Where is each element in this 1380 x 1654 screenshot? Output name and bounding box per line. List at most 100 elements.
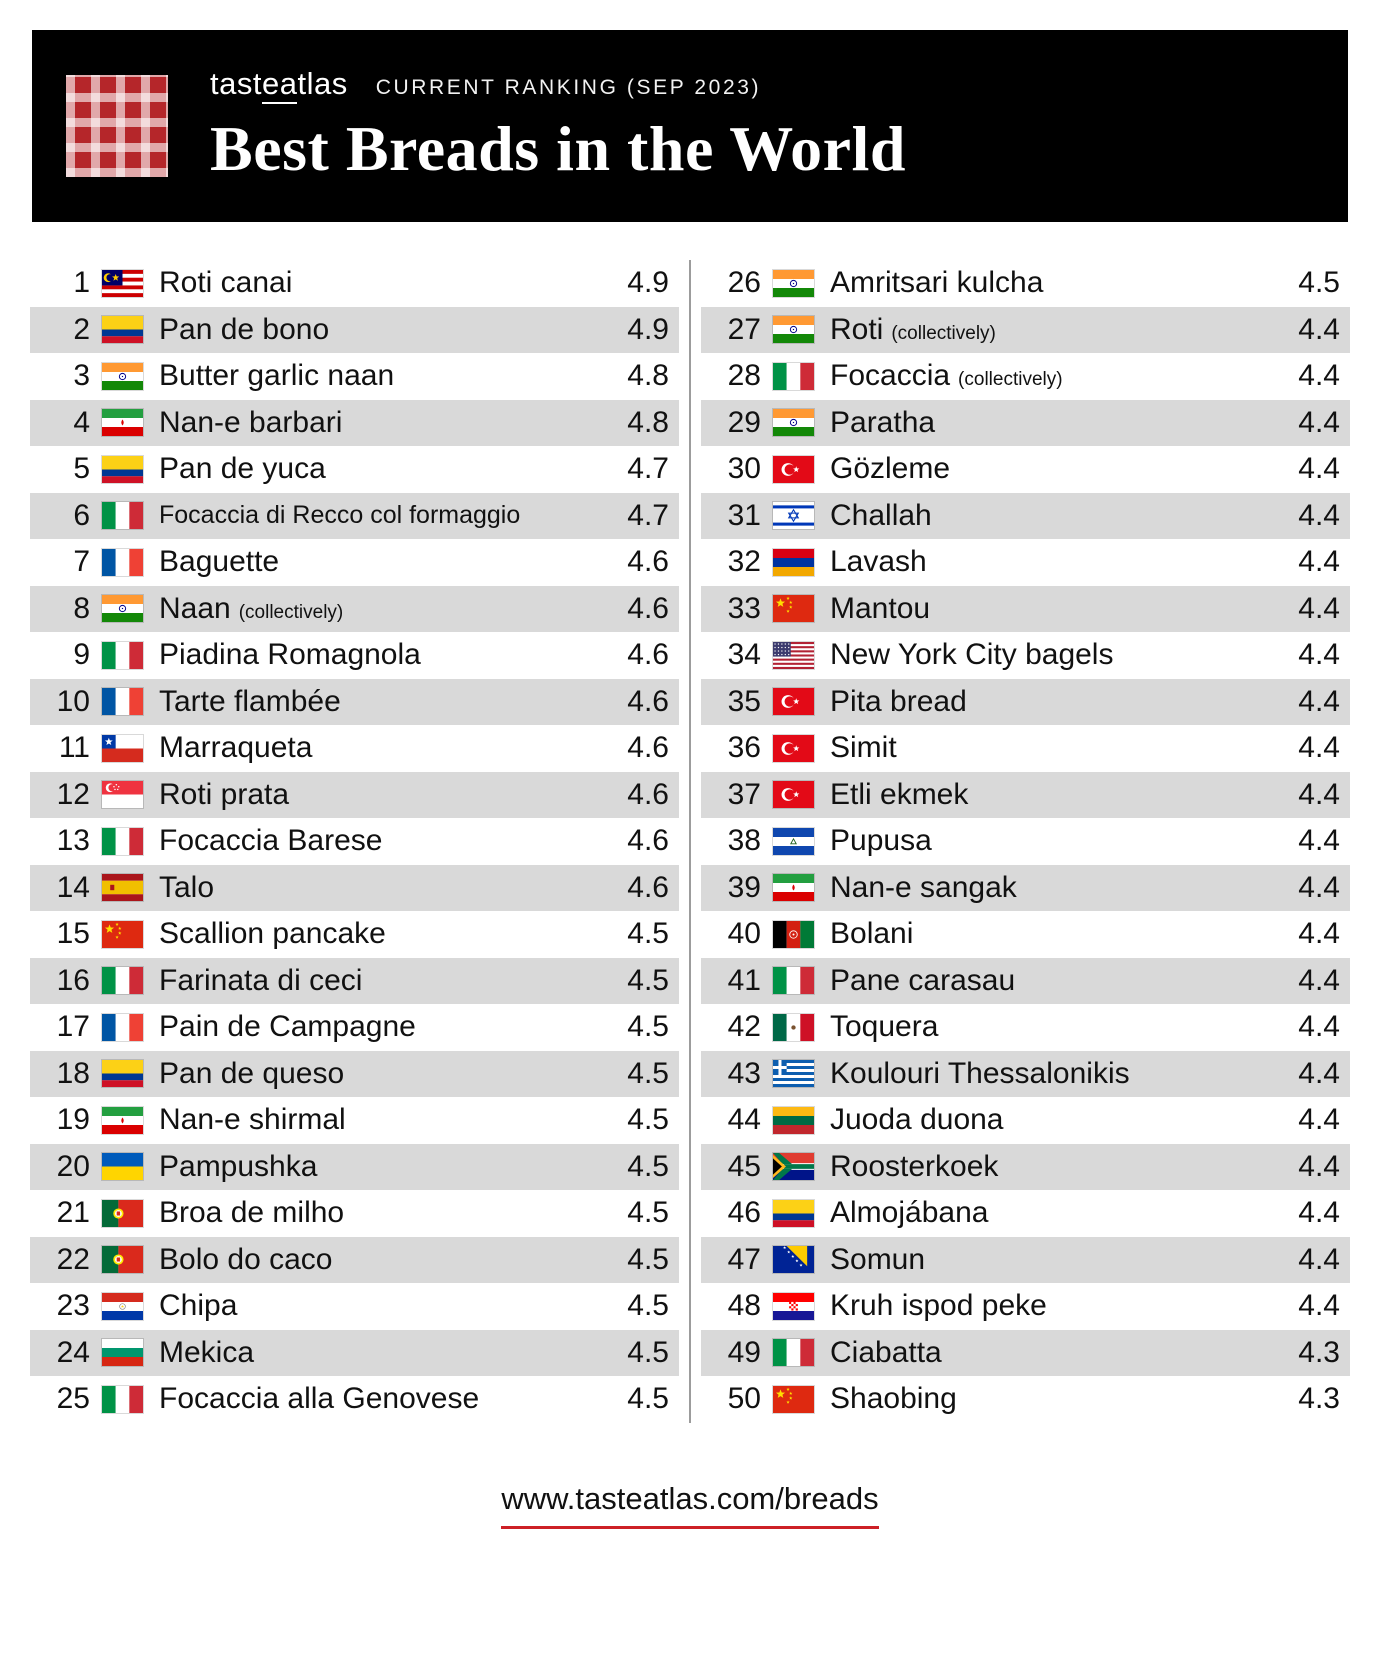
rating-value: 4.4 (1298, 1010, 1340, 1044)
bread-name-group: Shaobing (830, 1382, 1272, 1416)
rating-value: 4.4 (1298, 963, 1340, 997)
bread-name: Roti (830, 312, 884, 346)
ranking-row: 27 Roti (collectively) 4.4 (701, 306, 1350, 353)
flag-china-icon (773, 595, 814, 623)
rating-value: 4.5 (627, 1103, 669, 1137)
ranking-row: 14 Talo 4.6 (30, 864, 679, 911)
rank-number: 4 (73, 405, 90, 439)
bread-name-group: Amritsari kulcha (830, 266, 1272, 300)
rank-number: 49 (727, 1335, 761, 1369)
header-text: tasteatlas CURRENT RANKING (SEP 2023) Be… (210, 66, 906, 186)
flag-paraguay-icon (102, 1292, 143, 1320)
ranking-row: 7 Baguette 4.6 (30, 539, 679, 586)
flag-spain-icon (102, 874, 143, 902)
rank-number: 42 (727, 1010, 761, 1044)
ranking-column-right: 26 Amritsari kulcha 4.5 27 Roti (collectively… (701, 260, 1350, 1423)
rank-number: 10 (56, 684, 90, 718)
rank-number: 7 (73, 545, 90, 579)
bread-name: Roti canai (159, 266, 293, 300)
bread-name: Scallion pancake (159, 917, 386, 951)
flag-india-icon (773, 409, 814, 437)
flag-italy-icon (102, 502, 143, 530)
flag-china-icon (773, 1385, 814, 1413)
ranking-row: 19 Nan-e shirmal 4.5 (30, 1097, 679, 1144)
rank-number: 2 (73, 312, 90, 346)
rank-number: 24 (56, 1335, 90, 1369)
rank-number: 21 (56, 1196, 90, 1230)
bread-name: Paratha (830, 405, 936, 439)
flag-el_salvador-icon (773, 827, 814, 855)
tablecloth-pattern-icon (66, 75, 168, 177)
flag-turkey-icon (773, 688, 814, 716)
bread-name: Gözleme (830, 452, 951, 486)
ranking-list: 1 Roti canai 4.9 2 Pan de bono 4.9 3 Butter gar… (30, 260, 1350, 1423)
rating-value: 4.6 (627, 591, 669, 625)
ranking-row: 38 Pupusa 4.4 (701, 818, 1350, 865)
bread-name-group: Broa de milho (159, 1196, 601, 1230)
bread-name: Ciabatta (830, 1335, 942, 1369)
bread-name-group: Bolani (830, 917, 1272, 951)
ranking-row: 23 Chipa 4.5 (30, 1283, 679, 1330)
bread-name: Bolo do caco (159, 1242, 333, 1276)
rating-value: 4.4 (1298, 312, 1340, 346)
rank-number: 44 (727, 1103, 761, 1137)
ranking-row: 32 Lavash 4.4 (701, 539, 1350, 586)
bread-name: Lavash (830, 545, 927, 579)
bread-name-group: Pita bread (830, 685, 1272, 719)
rank-number: 41 (727, 963, 761, 997)
rating-value: 4.4 (1298, 638, 1340, 672)
bread-name-group: Challah (830, 499, 1272, 533)
rating-value: 4.4 (1298, 545, 1340, 579)
bread-name: Shaobing (830, 1382, 957, 1416)
rank-number: 46 (727, 1196, 761, 1230)
flag-colombia-icon (102, 316, 143, 344)
bread-name-group: Koulouri Thessalonikis (830, 1057, 1272, 1091)
page-title: Best Breads in the World (210, 113, 906, 184)
flag-bulgaria-icon (102, 1339, 143, 1367)
flag-south_africa-icon (773, 1153, 814, 1181)
ranking-row: 39 Nan-e sangak 4.4 (701, 864, 1350, 911)
rank-number: 43 (727, 1056, 761, 1090)
footer: www.tasteatlas.com/breads (0, 1481, 1380, 1529)
bread-name-group: Roosterkoek (830, 1150, 1272, 1184)
rating-value: 4.6 (627, 731, 669, 765)
rank-number: 5 (73, 452, 90, 486)
bread-name: Juoda duona (830, 1103, 1004, 1137)
flag-lithuania-icon (773, 1106, 814, 1134)
rank-number: 47 (727, 1242, 761, 1276)
bread-name-group: Naan (collectively) (159, 592, 601, 626)
rank-number: 22 (56, 1242, 90, 1276)
flag-france-icon (102, 688, 143, 716)
logo-part-post: tlas (297, 66, 348, 101)
rank-number: 12 (56, 777, 90, 811)
flag-usa-icon (773, 641, 814, 669)
bread-name-group: Nan-e sangak (830, 871, 1272, 905)
bread-name: Nan-e sangak (830, 870, 1017, 904)
flag-afghanistan-icon (773, 920, 814, 948)
rating-value: 4.6 (627, 824, 669, 858)
website-link[interactable]: www.tasteatlas.com/breads (501, 1481, 879, 1529)
bread-name: Pane carasau (830, 963, 1016, 997)
ranking-row: 3 Butter garlic naan 4.8 (30, 353, 679, 400)
flag-india-icon (102, 595, 143, 623)
bread-name: Focaccia (830, 359, 951, 393)
rating-value: 4.7 (627, 498, 669, 532)
flag-turkey-icon (773, 734, 814, 762)
flag-italy-icon (773, 362, 814, 390)
flag-iran-icon (102, 1106, 143, 1134)
bread-name: Koulouri Thessalonikis (830, 1056, 1130, 1090)
flag-france-icon (102, 548, 143, 576)
rating-value: 4.4 (1298, 359, 1340, 393)
bread-name: Focaccia di Recco col formaggio (159, 501, 521, 530)
rating-value: 4.4 (1298, 1196, 1340, 1230)
flag-italy-icon (102, 967, 143, 995)
flag-greece-icon (773, 1060, 814, 1088)
ranking-row: 11 Marraqueta 4.6 (30, 725, 679, 772)
flag-italy-icon (773, 1339, 814, 1367)
bread-name: Piadina Romagnola (159, 638, 421, 672)
bread-name-group: Ciabatta (830, 1336, 1272, 1370)
ranking-row: 49 Ciabatta 4.3 (701, 1329, 1350, 1376)
rank-number: 28 (727, 359, 761, 393)
bread-name-group: Focaccia alla Genovese (159, 1382, 601, 1416)
rank-number: 29 (727, 405, 761, 439)
